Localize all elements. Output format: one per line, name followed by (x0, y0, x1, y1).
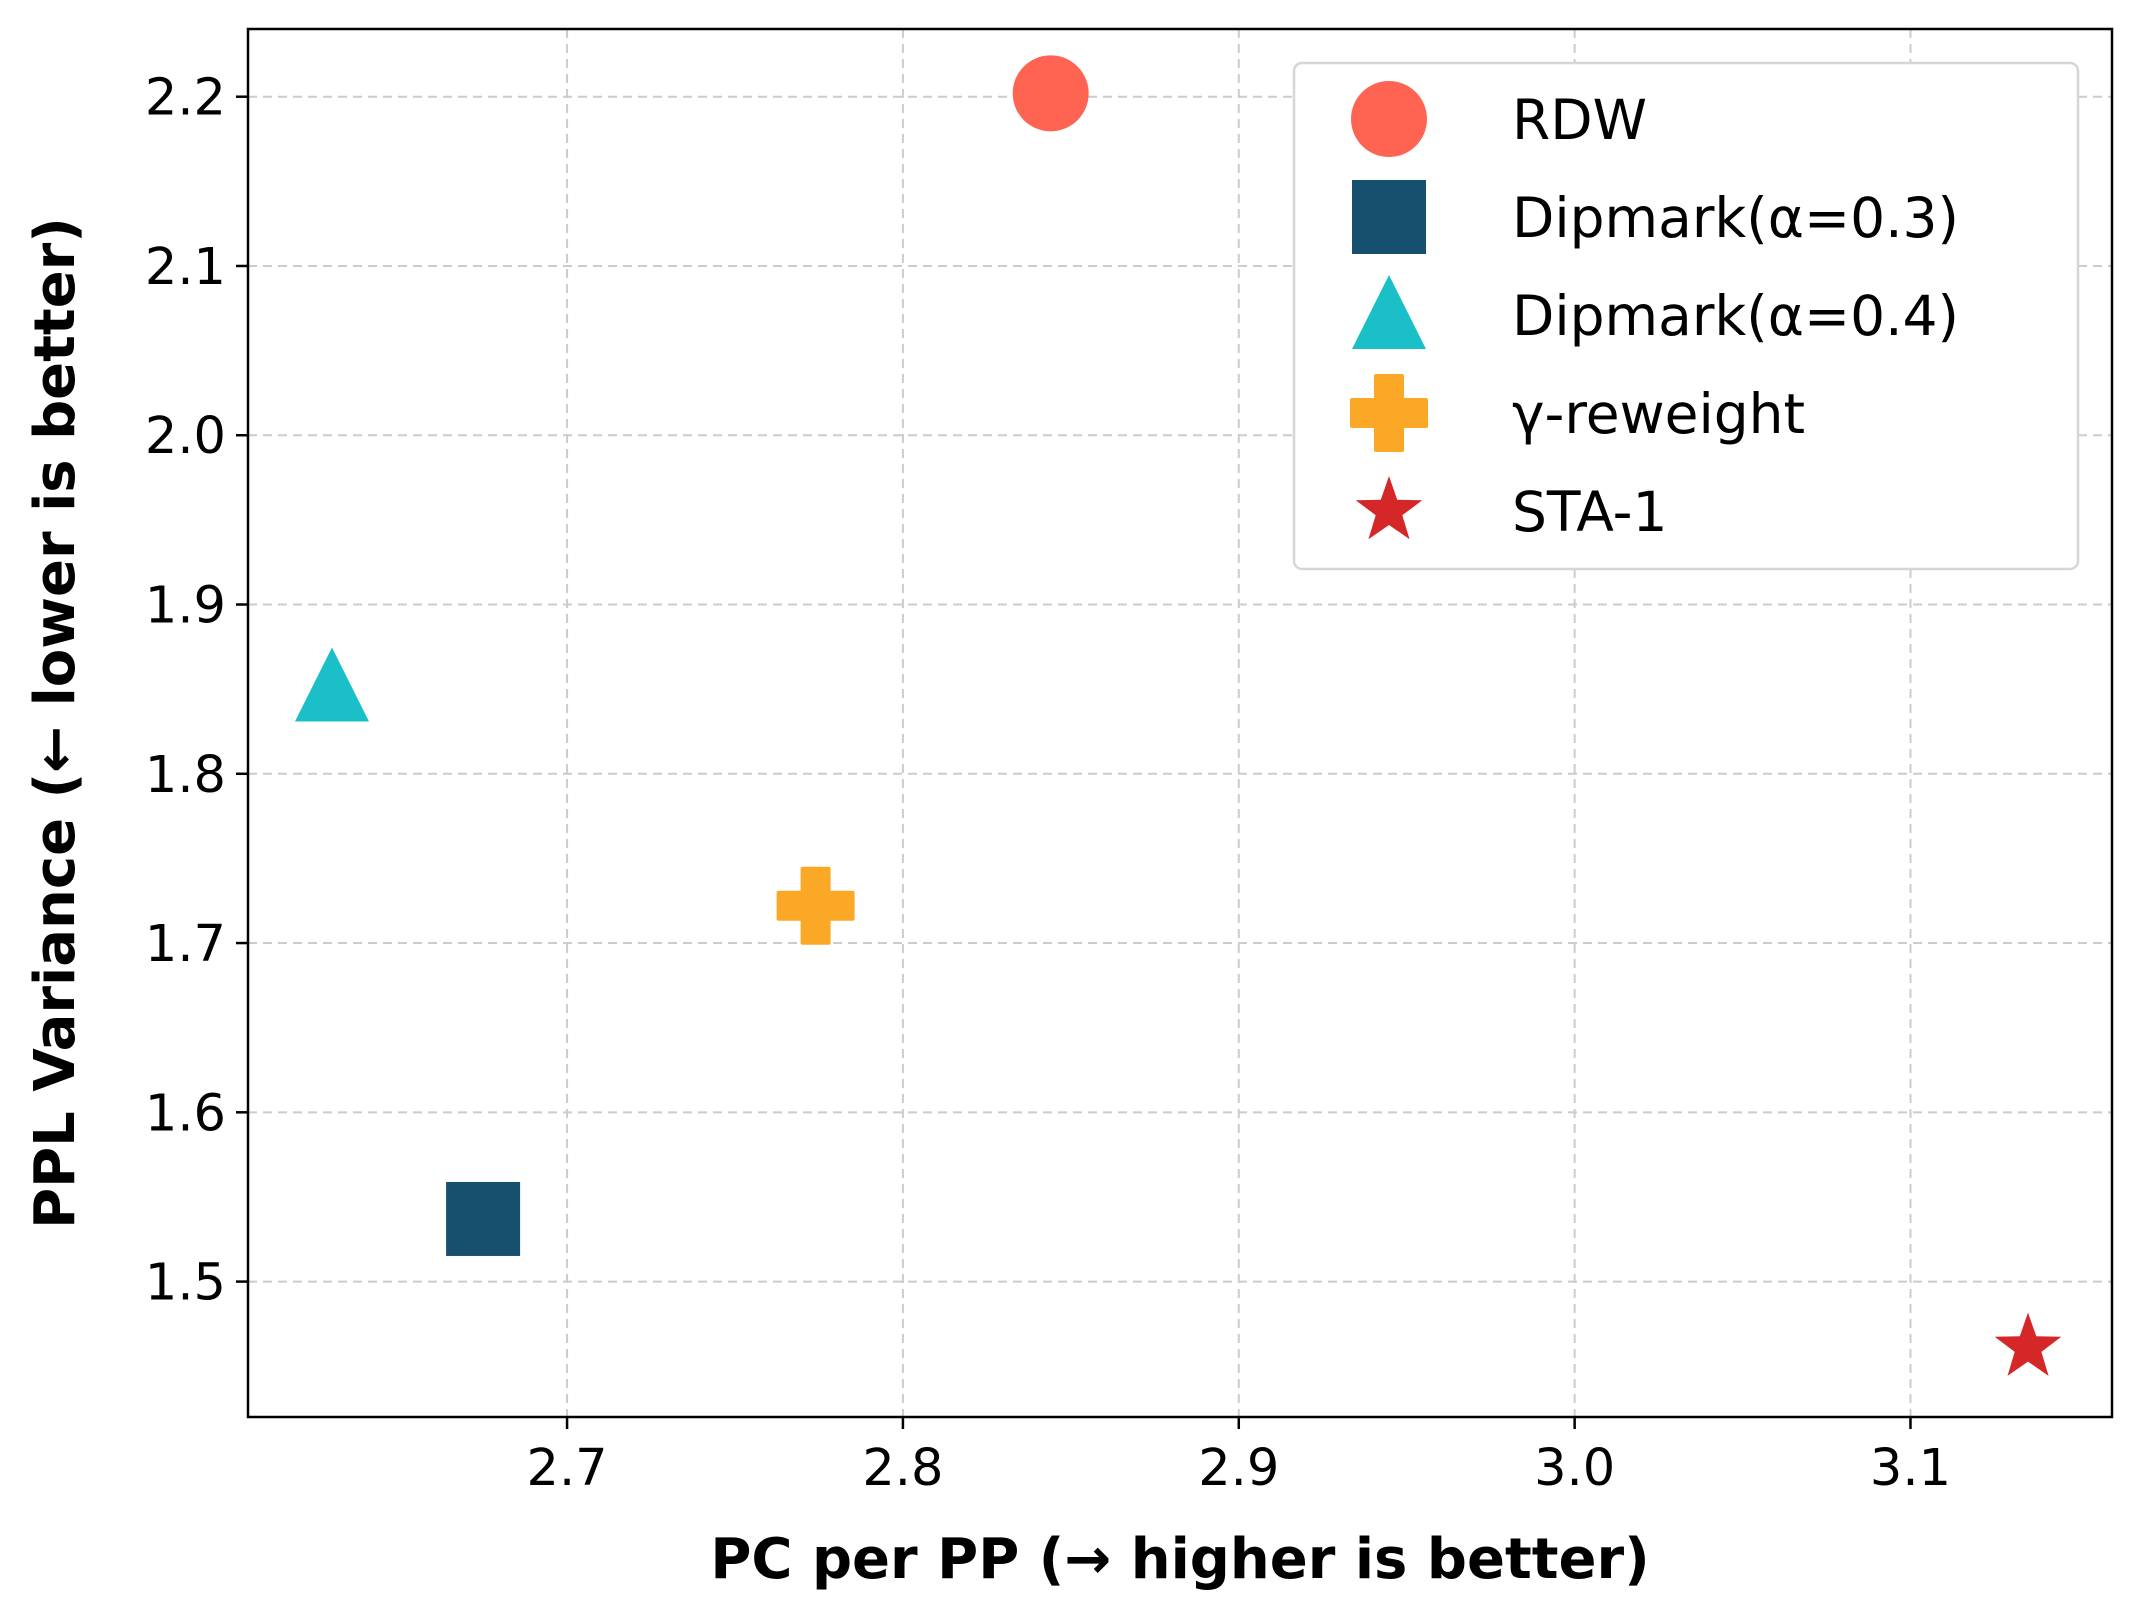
y-tick-label: 2.0 (145, 407, 226, 466)
x-tick-label: 2.8 (862, 1439, 943, 1498)
x-tick-label: 3.1 (1870, 1439, 1951, 1498)
x-tick-label: 2.9 (1198, 1439, 1279, 1498)
legend-marker (1355, 476, 1423, 540)
legend-label: STA-1 (1512, 480, 1668, 544)
plot-frame (246, 27, 2114, 1419)
x-axis-label: PC per PP (→ higher is better) (710, 1527, 1649, 1592)
data-point (1012, 55, 1089, 132)
y-axis-label: PPL Variance (← lower is better) (23, 217, 88, 1229)
y-tick-label: 2.2 (145, 69, 226, 128)
axis-ticks: 2.7 2.8 2.9 3.0 3.1 1.5 1.6 1.7 1.8 1.9 2.0 2.1 2.2 (145, 69, 1951, 1498)
legend-marker (1352, 180, 1426, 254)
legend-label: RDW (1512, 88, 1647, 152)
y-tick-label: 1.9 (145, 577, 226, 636)
y-tick-label: 1.5 (145, 1254, 226, 1313)
legend-marker (1351, 81, 1427, 157)
x-tick-label: 3.0 (1534, 1439, 1615, 1498)
data-point (1994, 1312, 2062, 1376)
y-tick-label: 1.6 (145, 1084, 226, 1143)
data-points (294, 55, 2062, 1376)
legend-marker (1350, 374, 1428, 452)
legend-box (1292, 61, 2080, 571)
legend-label: γ-reweight (1512, 382, 1805, 446)
data-point (446, 1181, 521, 1256)
y-tick-label: 1.7 (145, 915, 226, 974)
data-point (294, 647, 369, 722)
y-tick-label: 1.8 (145, 746, 226, 805)
y-tick-label: 2.1 (145, 238, 226, 297)
data-point (776, 866, 855, 945)
legend-label: Dipmark(α=0.3) (1512, 186, 1959, 250)
x-tick-label: 2.7 (527, 1439, 608, 1498)
legend-marker (1352, 275, 1426, 349)
legend: RDW Dipmark(α=0.3) Dipmark(α=0.4) γ-reweigh… (1292, 61, 2080, 571)
legend-label: Dipmark(α=0.4) (1512, 284, 1959, 348)
